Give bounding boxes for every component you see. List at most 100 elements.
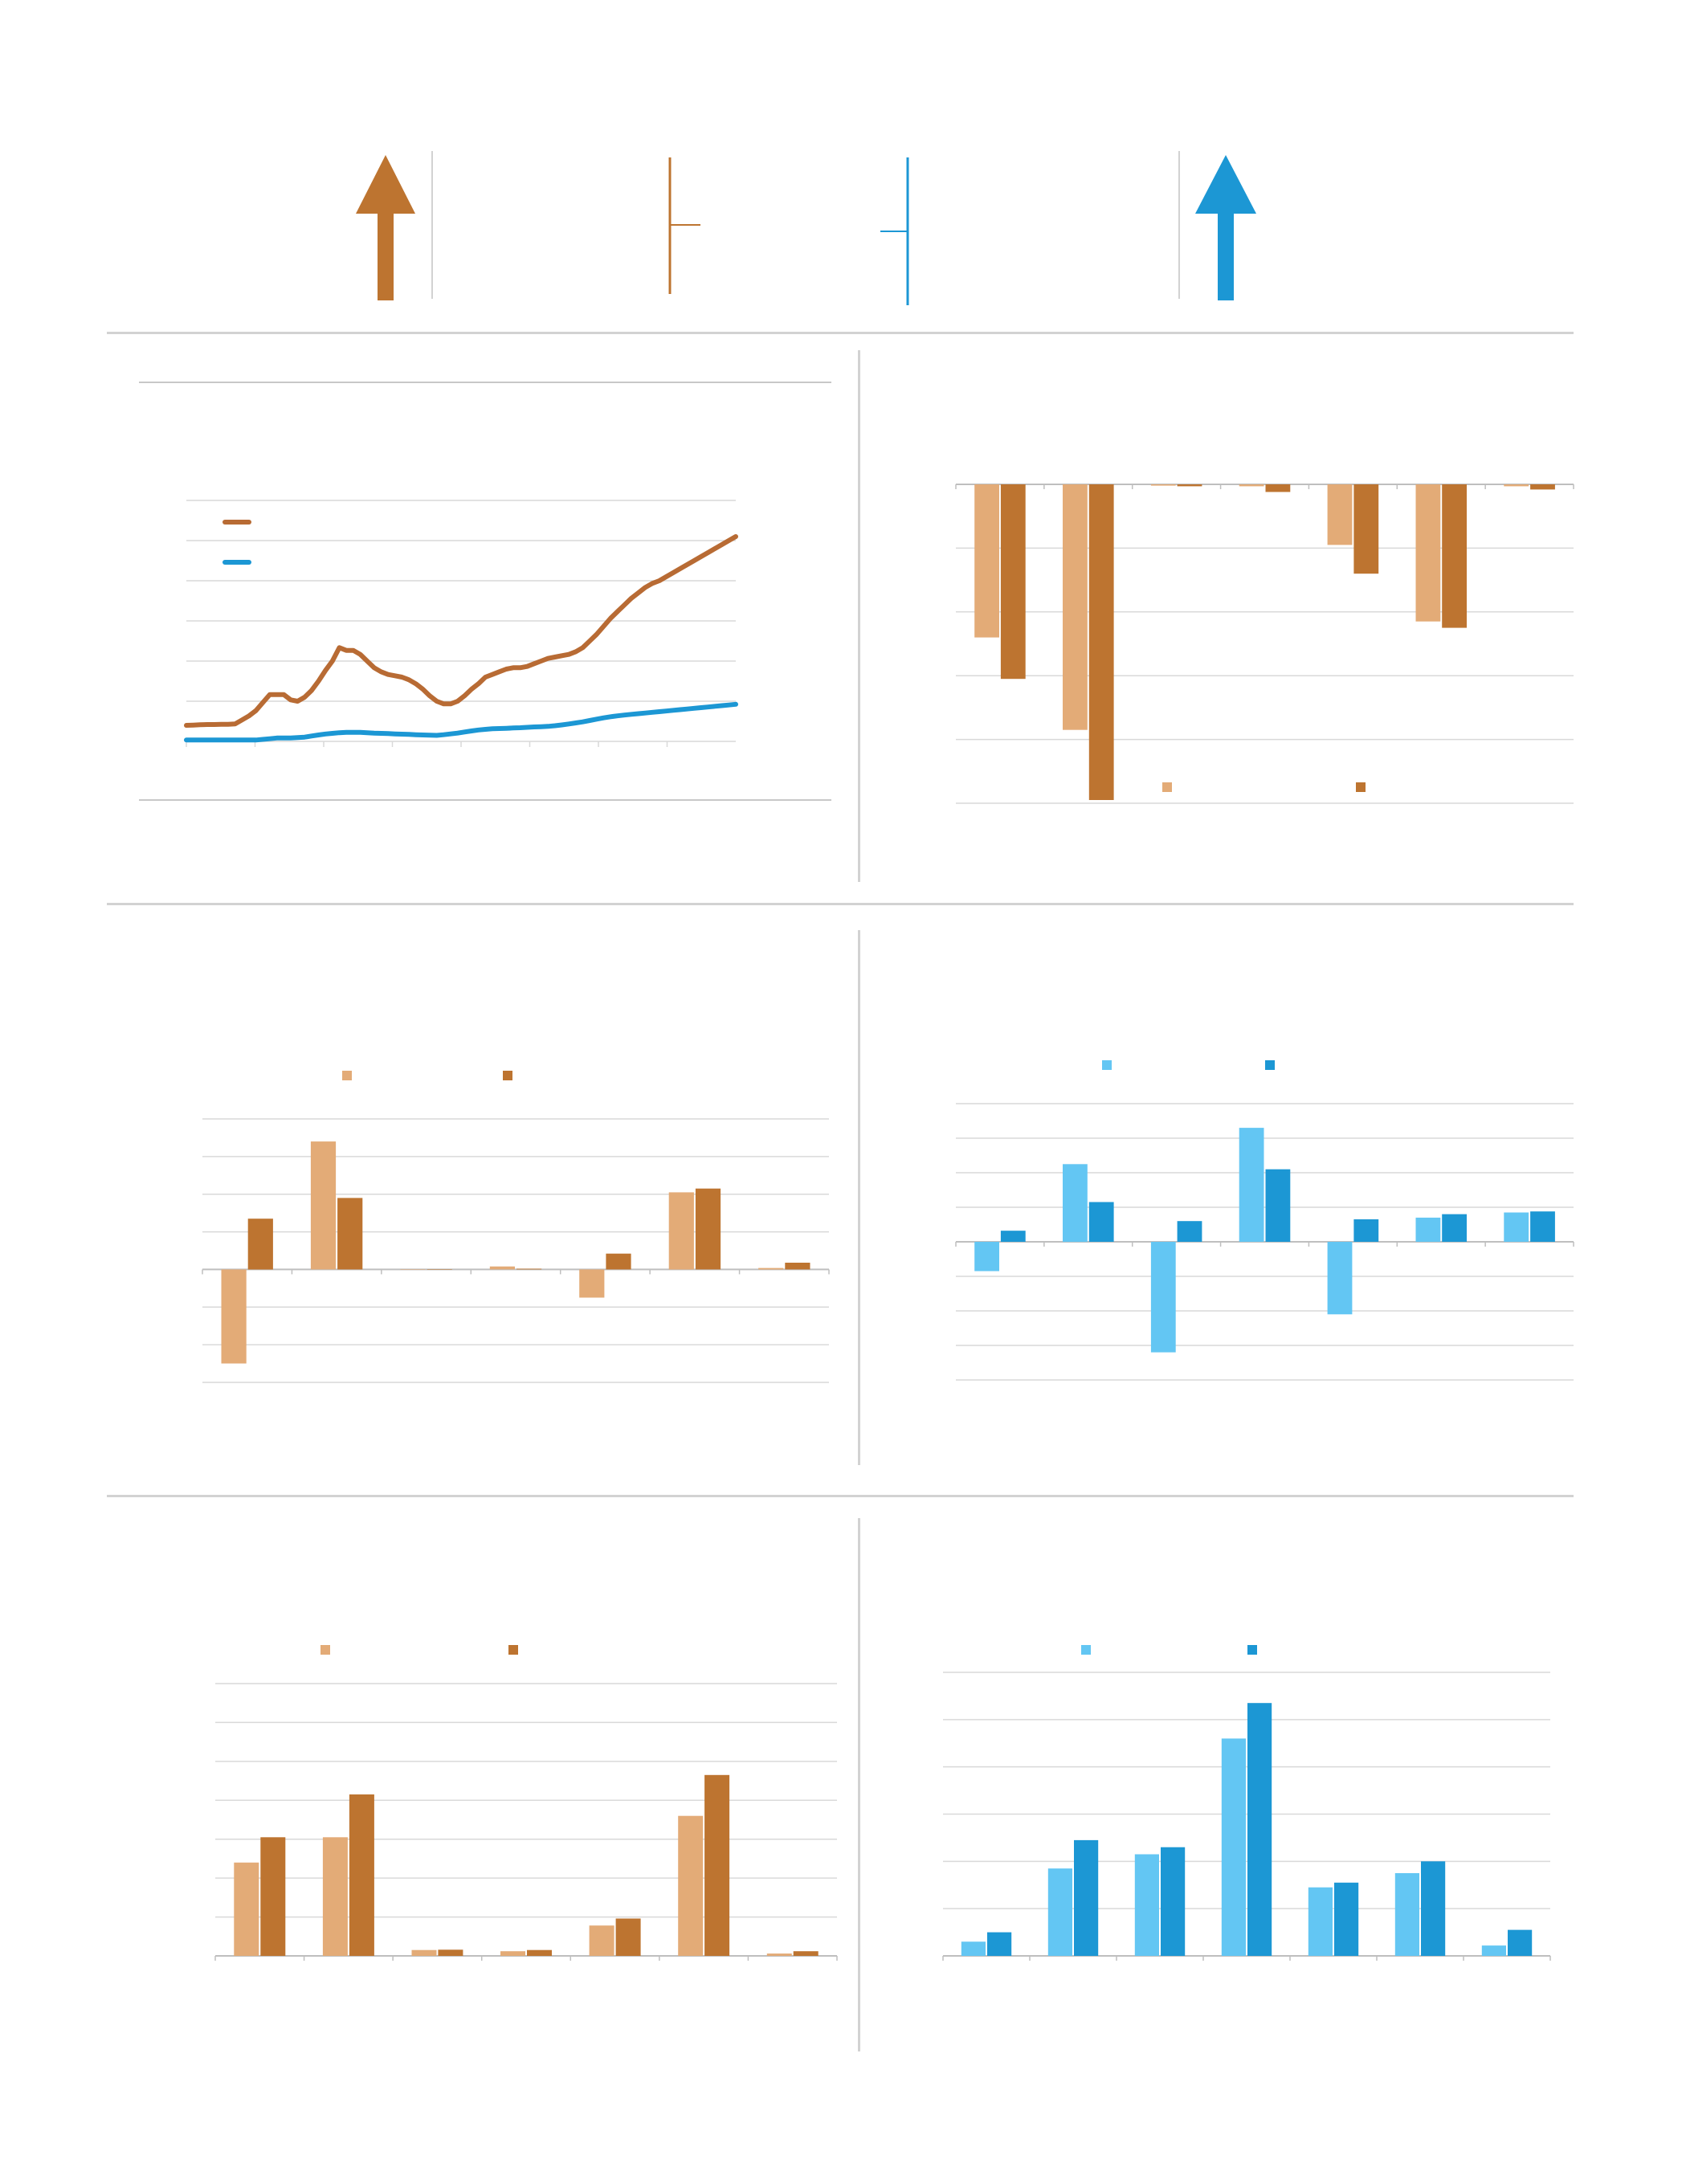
bar [1161, 1847, 1186, 1956]
bar [589, 1925, 614, 1956]
bar [527, 1949, 552, 1956]
section-divider [107, 903, 1574, 905]
bar [1221, 1738, 1246, 1956]
bar [766, 1953, 792, 1956]
column-divider [858, 930, 860, 1465]
bar [1239, 1128, 1264, 1242]
bar [1150, 1242, 1176, 1353]
bar [987, 1932, 1012, 1956]
bar [1353, 484, 1379, 574]
bar-chart [202, 1071, 830, 1383]
bar [1000, 484, 1026, 680]
bar [260, 1837, 286, 1956]
bar [758, 1268, 784, 1270]
bar [1327, 484, 1353, 545]
bar [695, 1188, 721, 1270]
bar [1504, 484, 1529, 487]
bar [974, 1242, 999, 1272]
bar [1442, 1214, 1467, 1242]
bar [579, 1269, 605, 1298]
bar [1265, 1169, 1291, 1242]
bar [785, 1263, 810, 1270]
bar [234, 1862, 259, 1956]
legend-swatch [503, 1071, 512, 1080]
column-divider [858, 1518, 860, 2051]
bar [1134, 1854, 1159, 1956]
legend-swatch [508, 1645, 518, 1655]
bar [1415, 484, 1441, 622]
range-marker-icon [668, 157, 700, 294]
line-chart [139, 382, 831, 801]
bar [961, 1941, 986, 1956]
bar [400, 1269, 426, 1270]
header-indicators [0, 0, 1682, 337]
up-arrow-icon [356, 155, 415, 300]
bar [1327, 1242, 1353, 1315]
legend-swatch [1081, 1645, 1091, 1655]
bar-chart [942, 1645, 1551, 1961]
bar-chart [214, 1645, 838, 1961]
bar [793, 1951, 819, 1956]
bar [1177, 1221, 1202, 1242]
bar [411, 1949, 437, 1956]
bar [1088, 484, 1114, 800]
bar [1504, 1212, 1529, 1242]
legend-swatch [1247, 1645, 1257, 1655]
header-indicators-graphic [356, 151, 1256, 305]
bar [1415, 1217, 1441, 1242]
bar [1530, 1211, 1555, 1242]
up-arrow-icon [1195, 155, 1256, 300]
bar [704, 1774, 730, 1956]
legend-swatch [1356, 782, 1366, 792]
bar [615, 1918, 641, 1956]
bar [1063, 484, 1088, 730]
legend-swatch [320, 1645, 330, 1655]
bar [1047, 1868, 1072, 1956]
bar [1421, 1861, 1446, 1956]
bar [1353, 1219, 1379, 1242]
bar [1265, 484, 1291, 492]
bar [1247, 1703, 1272, 1956]
bar [337, 1198, 363, 1270]
bar [500, 1951, 525, 1956]
bar [606, 1253, 631, 1270]
legend-swatch [1102, 1060, 1112, 1070]
bar [1508, 1929, 1533, 1956]
bar [974, 484, 999, 638]
bar [322, 1837, 348, 1956]
series-line [184, 701, 738, 743]
bar [438, 1949, 463, 1956]
bar [1481, 1945, 1506, 1956]
bar [1239, 484, 1264, 487]
bar [1177, 484, 1202, 487]
bar [678, 1815, 704, 1956]
series-line [184, 534, 738, 728]
bar [1394, 1873, 1419, 1956]
section-divider [107, 332, 1574, 334]
bar [1063, 1164, 1088, 1243]
bar-chart [955, 1060, 1574, 1381]
bar [489, 1266, 515, 1270]
bar [1150, 484, 1176, 486]
bar [1074, 1839, 1099, 1956]
bar [310, 1141, 337, 1270]
legend-swatch [342, 1071, 352, 1080]
bar [1088, 1202, 1114, 1242]
bar-chart [955, 484, 1574, 804]
bar [427, 1269, 452, 1270]
column-divider [858, 350, 860, 882]
legend-swatch [1162, 782, 1172, 792]
bar [1308, 1887, 1333, 1956]
range-marker-icon [880, 157, 909, 305]
section-divider [107, 1495, 1574, 1497]
bar [221, 1269, 247, 1364]
bar [1334, 1882, 1359, 1956]
bar [1000, 1231, 1026, 1242]
bar [1442, 484, 1467, 628]
bar [247, 1219, 273, 1270]
bar [668, 1192, 694, 1270]
legend-swatch [1265, 1060, 1275, 1070]
bar [349, 1794, 374, 1956]
bar [1530, 484, 1555, 490]
bar [516, 1268, 542, 1270]
